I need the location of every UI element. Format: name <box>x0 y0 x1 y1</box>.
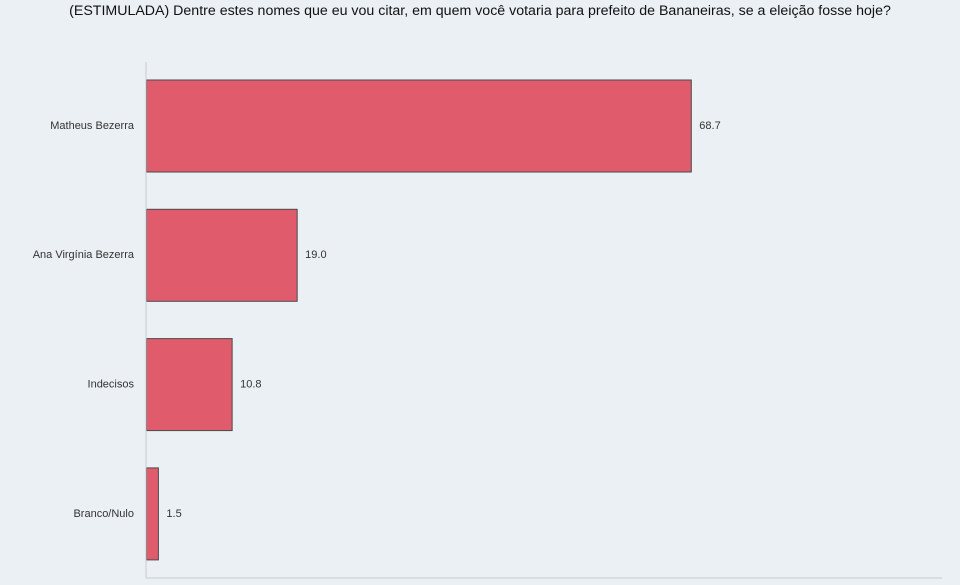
bar <box>146 338 233 432</box>
bar <box>146 79 692 173</box>
chart-title: (ESTIMULADA) Dentre estes nomes que eu v… <box>69 3 891 19</box>
category-label: Indecisos <box>88 379 135 391</box>
value-label: 10.8 <box>240 379 261 391</box>
category-label: Ana Virgínia Bezerra <box>33 249 135 261</box>
category-label: Branco/Nulo <box>73 508 134 520</box>
bar <box>146 208 298 302</box>
value-label: 1.5 <box>166 508 181 520</box>
value-label: 19.0 <box>305 249 326 261</box>
bar <box>146 467 159 561</box>
category-label: Matheus Bezerra <box>50 120 135 132</box>
bars-layer: Matheus Bezerra 68.7 Ana Virgínia Bezerra 1… <box>33 79 721 561</box>
value-label: 68.7 <box>699 120 720 132</box>
